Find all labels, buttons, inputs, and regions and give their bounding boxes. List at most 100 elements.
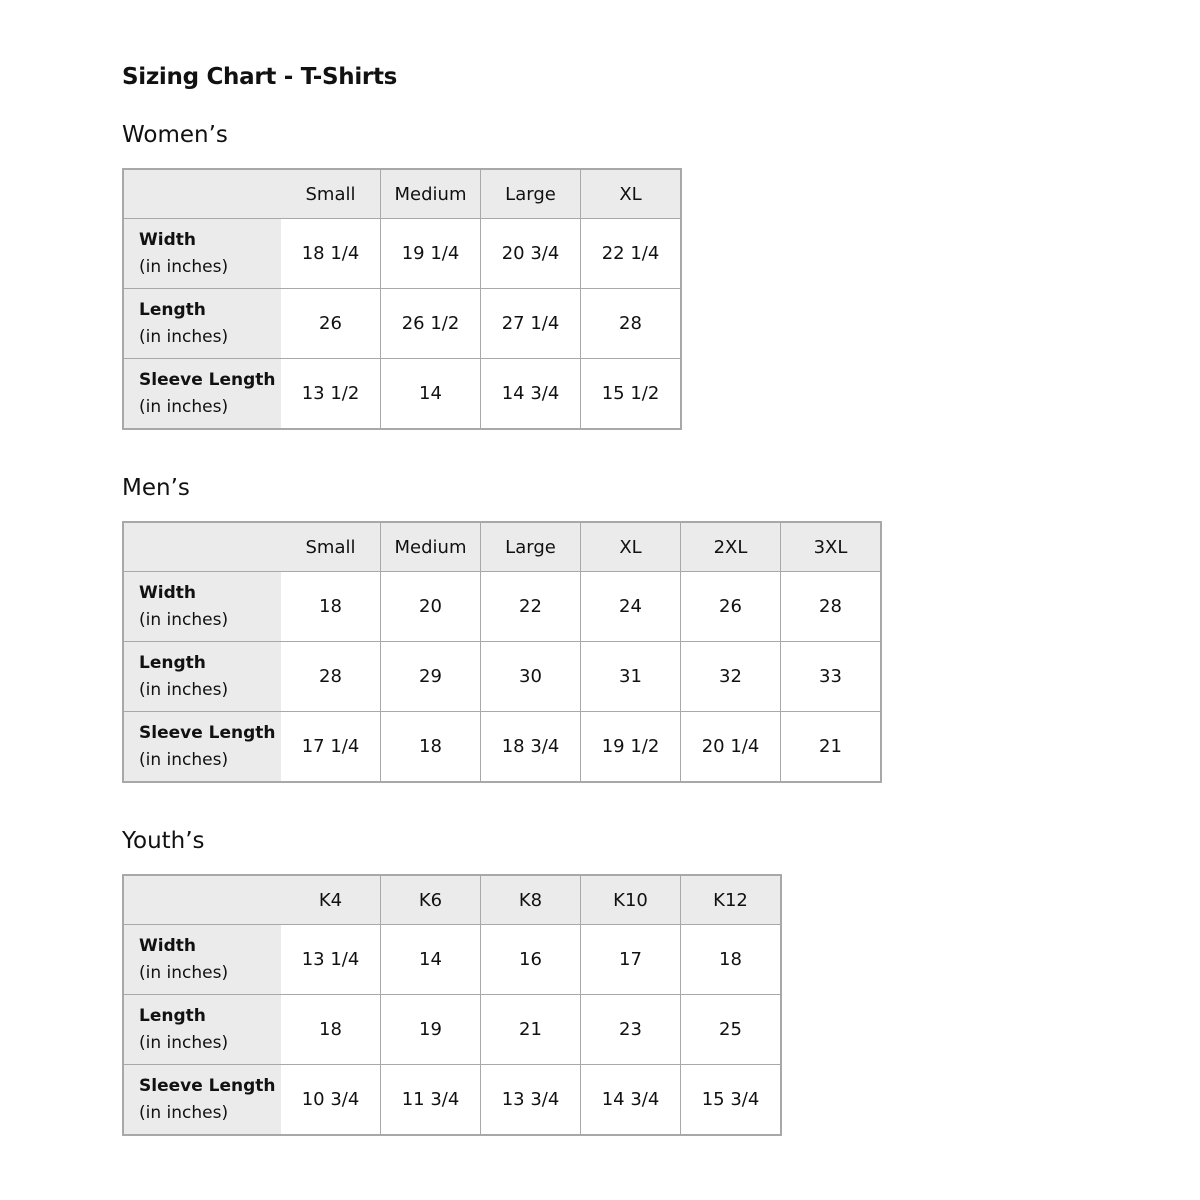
measure-value: 21 [480, 994, 581, 1065]
measure-name: Width [139, 935, 196, 956]
measure-value: 21 [780, 711, 882, 783]
row-label: Length (in inches) [122, 288, 281, 359]
unit-label: (in inches) [139, 1032, 229, 1053]
measure-name: Width [139, 582, 196, 603]
size-header: K8 [480, 874, 581, 925]
measure-value: 14 [380, 924, 481, 995]
size-header: XL [580, 521, 681, 572]
measure-value: 26 [680, 571, 781, 642]
measure-value: 20 1/4 [680, 711, 781, 783]
size-header: Large [480, 521, 581, 572]
measure-value: 10 3/4 [281, 1064, 381, 1136]
measure-value: 19 1/4 [380, 218, 481, 289]
measure-value: 15 3/4 [680, 1064, 782, 1136]
size-table: K4 K6 K8 K10 K12 Width (in inches) 13 1/4 14 16 17… [122, 874, 782, 1136]
table-row: Sleeve Length (in inches) 10 3/4 11 3/4 13 3… [122, 1064, 782, 1136]
measure-value: 17 1/4 [281, 711, 381, 783]
table-row: Sleeve Length (in inches) 13 1/2 14 14 3/4 15… [122, 358, 682, 430]
table-row: Sleeve Length (in inches) 17 1/4 18 18 3/4 19… [122, 711, 882, 783]
section-heading: Women’s [122, 122, 228, 148]
row-label: Length (in inches) [122, 994, 281, 1065]
measure-value: 29 [380, 641, 481, 712]
table-row: Width (in inches) 13 1/4 14 16 17 18 [122, 924, 782, 995]
measure-value: 28 [580, 288, 682, 359]
measure-value: 23 [580, 994, 681, 1065]
measure-value: 31 [580, 641, 681, 712]
header-row: Small Medium Large XL [122, 168, 682, 219]
unit-label: (in inches) [139, 1102, 229, 1123]
unit-label: (in inches) [139, 749, 229, 770]
measure-name: Sleeve Length [139, 1075, 276, 1096]
measure-value: 14 3/4 [480, 358, 581, 430]
corner-cell [122, 521, 281, 572]
measure-name: Width [139, 229, 196, 250]
measure-value: 13 1/4 [281, 924, 381, 995]
measure-value: 22 1/4 [580, 218, 682, 289]
row-label: Length (in inches) [122, 641, 281, 712]
size-header: Medium [380, 521, 481, 572]
measure-value: 33 [780, 641, 882, 712]
section-heading: Youth’s [122, 828, 205, 854]
measure-value: 18 3/4 [480, 711, 581, 783]
measure-value: 28 [780, 571, 882, 642]
unit-label: (in inches) [139, 396, 229, 417]
measure-value: 19 1/2 [580, 711, 681, 783]
size-header: K4 [281, 874, 381, 925]
size-header: K10 [580, 874, 681, 925]
measure-value: 32 [680, 641, 781, 712]
row-label: Width (in inches) [122, 218, 281, 289]
row-label: Sleeve Length (in inches) [122, 358, 281, 430]
header-row: K4 K6 K8 K10 K12 [122, 874, 782, 925]
row-label: Width (in inches) [122, 924, 281, 995]
size-header: 3XL [780, 521, 882, 572]
size-header: Medium [380, 168, 481, 219]
size-table: Small Medium Large XL Width (in inches) 18 1/4… [122, 168, 682, 430]
measure-value: 14 3/4 [580, 1064, 681, 1136]
measure-value: 15 1/2 [580, 358, 682, 430]
measure-name: Length [139, 1005, 206, 1026]
measure-value: 18 [281, 994, 381, 1065]
measure-value: 24 [580, 571, 681, 642]
measure-value: 18 [281, 571, 381, 642]
measure-value: 26 1/2 [380, 288, 481, 359]
row-label: Sleeve Length (in inches) [122, 711, 281, 783]
header-row: Small Medium Large XL 2XL 3XL [122, 521, 882, 572]
size-header: XL [580, 168, 682, 219]
measure-value: 18 [680, 924, 782, 995]
measure-value: 17 [580, 924, 681, 995]
row-label: Sleeve Length (in inches) [122, 1064, 281, 1136]
corner-cell [122, 168, 281, 219]
measure-name: Length [139, 299, 206, 320]
measure-value: 13 1/2 [281, 358, 381, 430]
measure-value: 26 [281, 288, 381, 359]
measure-value: 13 3/4 [480, 1064, 581, 1136]
size-header: Large [480, 168, 581, 219]
corner-cell [122, 874, 281, 925]
row-label: Width (in inches) [122, 571, 281, 642]
unit-label: (in inches) [139, 256, 229, 277]
page-title: Sizing Chart - T-Shirts [122, 64, 398, 90]
measure-value: 20 3/4 [480, 218, 581, 289]
size-header: 2XL [680, 521, 781, 572]
measure-value: 18 1/4 [281, 218, 381, 289]
measure-value: 30 [480, 641, 581, 712]
size-header: Small [281, 521, 381, 572]
measure-name: Sleeve Length [139, 369, 276, 390]
measure-name: Length [139, 652, 206, 673]
measure-value: 25 [680, 994, 782, 1065]
measure-value: 18 [380, 711, 481, 783]
size-header: K12 [680, 874, 782, 925]
table-row: Length (in inches) 26 26 1/2 27 1/4 28 [122, 288, 682, 359]
size-header: Small [281, 168, 381, 219]
measure-value: 11 3/4 [380, 1064, 481, 1136]
measure-value: 27 1/4 [480, 288, 581, 359]
section-heading: Men’s [122, 475, 190, 501]
table-row: Width (in inches) 18 1/4 19 1/4 20 3/4 22 1/4 [122, 218, 682, 289]
measure-value: 20 [380, 571, 481, 642]
size-table: Small Medium Large XL 2XL 3XL Width (in inches)… [122, 521, 882, 783]
table-row: Length (in inches) 28 29 30 31 32 33 [122, 641, 882, 712]
measure-value: 14 [380, 358, 481, 430]
measure-value: 22 [480, 571, 581, 642]
unit-label: (in inches) [139, 962, 229, 983]
measure-name: Sleeve Length [139, 722, 276, 743]
